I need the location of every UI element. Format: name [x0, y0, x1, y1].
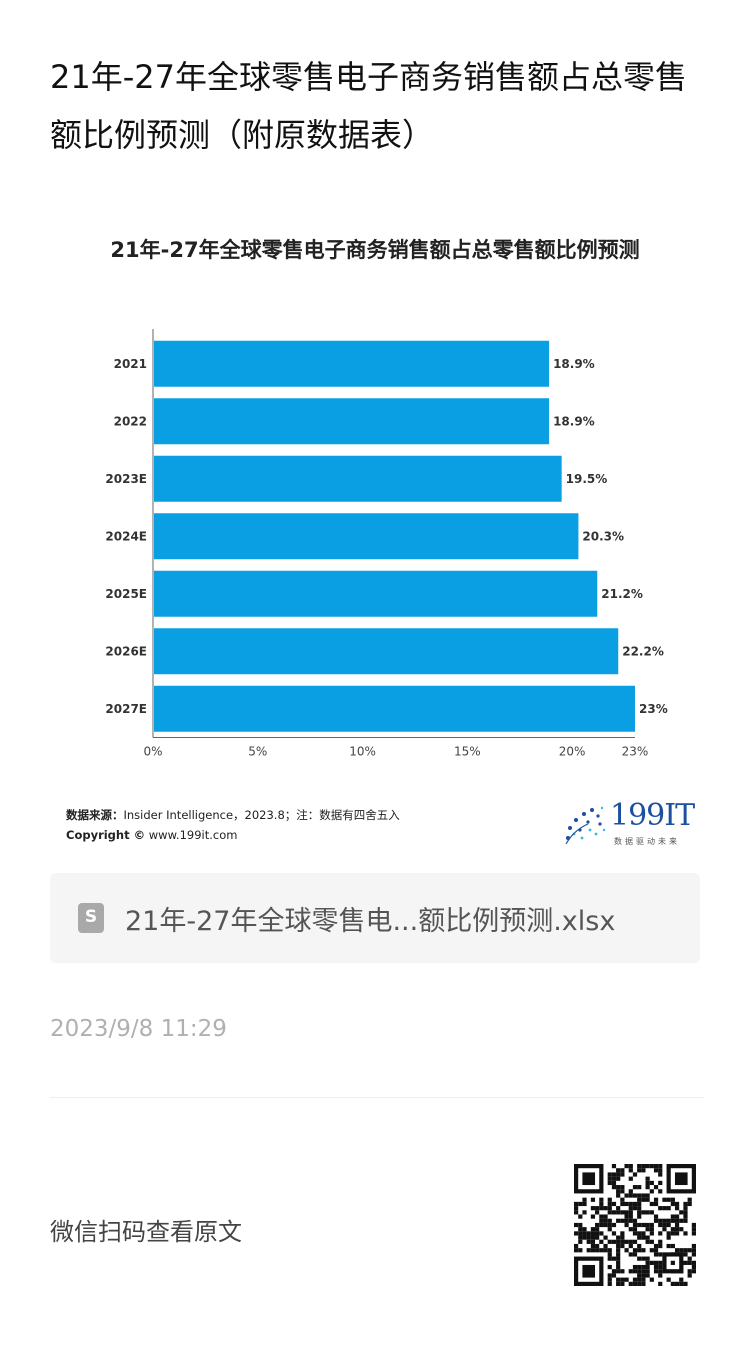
data-label: 22.2% [622, 644, 664, 658]
data-label: 18.9% [553, 414, 595, 428]
data-label: 20.3% [582, 529, 624, 543]
y-tick-label: 2026E [105, 644, 147, 658]
x-tick-label: 5% [248, 745, 267, 759]
article-title: 21年-27年全球零售电子商务销售额占总零售额比例预测（附原数据表） [50, 58, 687, 154]
brand-name: 199IT [610, 798, 695, 833]
chart-title: 21年-27年全球零售电子商务销售额占总零售额比例预测 [110, 238, 640, 262]
x-tick-label: 15% [454, 745, 481, 759]
y-tick-label: 2021 [114, 357, 147, 371]
qr-code-icon[interactable] [574, 1164, 696, 1286]
y-tick-label: 2023E [105, 472, 147, 486]
chart-source: 数据来源：Insider Intelligence，2023.8；注：数据有四舍… [66, 807, 400, 823]
x-tick-label: 0% [143, 745, 162, 759]
bar [154, 685, 635, 732]
copyright-text: www.199it.com [148, 828, 238, 842]
data-label: 23% [639, 702, 668, 716]
bar [154, 628, 619, 675]
brand-logo: 199IT 数据驱动未来 [560, 798, 695, 848]
data-label: 21.2% [601, 587, 643, 601]
x-tick-label: 20% [559, 745, 586, 759]
document-icon: S [78, 903, 104, 933]
publish-timestamp: 2023/9/8 11:29 [50, 1016, 227, 1042]
divider [50, 1097, 704, 1098]
bar [154, 340, 550, 387]
bar-chart: 2021 18.9% 2022 18.9% 2023E 19.5% 2024E 20.3% 20… [105, 329, 668, 759]
x-tick-label: 23% [622, 745, 649, 759]
source-label: 数据来源： [66, 808, 124, 822]
bar [154, 570, 598, 617]
bar [154, 398, 550, 445]
y-tick-label: 2024E [105, 529, 147, 543]
copyright-label: Copyright © [66, 828, 146, 842]
data-label: 19.5% [566, 472, 608, 486]
y-tick-label: 2025E [105, 587, 147, 601]
data-label: 18.9% [553, 357, 595, 371]
brand-slogan: 数据驱动未来 [614, 837, 680, 846]
bar [154, 455, 562, 502]
file-attachment[interactable]: S 21年-27年全球零售电...额比例预测.xlsx [50, 873, 700, 963]
y-tick-label: 2027E [105, 702, 147, 716]
chart-image: 21年-27年全球零售电子商务销售额占总零售额比例预测 2021 18.9% 202… [50, 222, 700, 862]
chart-copyright: Copyright © www.199it.com [66, 828, 237, 842]
y-tick-label: 2022 [114, 414, 147, 428]
dandelion-icon [565, 806, 606, 845]
file-name[interactable]: 21年-27年全球零售电...额比例预测.xlsx [125, 906, 616, 937]
x-tick-label: 10% [349, 745, 376, 759]
bar [154, 513, 579, 560]
read-original-prompt: 微信扫码查看原文 [50, 1218, 242, 1246]
source-text: Insider Intelligence，2023.8；注：数据有四舍五入 [123, 808, 400, 822]
